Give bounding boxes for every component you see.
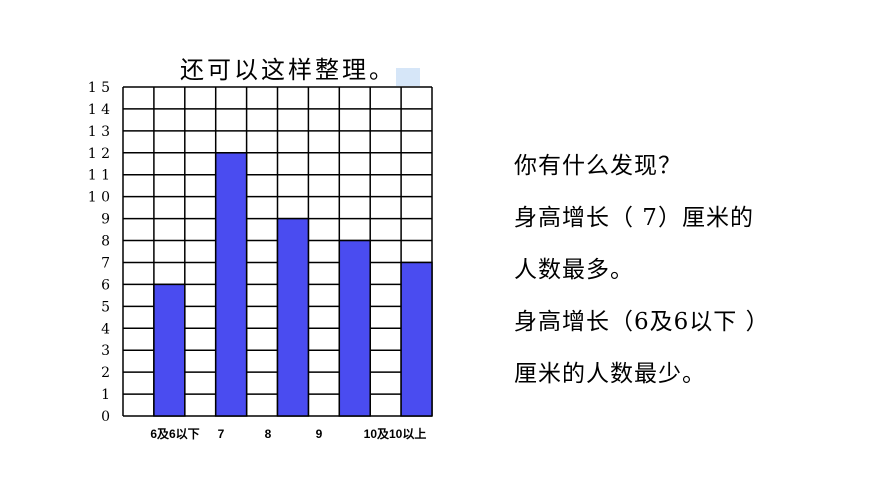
bar — [338, 239, 371, 417]
y-tick-label: 9 — [101, 212, 110, 228]
finding-least-line1: 身高增长（6及6以下 ） — [514, 309, 770, 335]
y-tick-label: 3 — [101, 343, 110, 359]
x-tick-label: 8 — [265, 427, 272, 441]
y-tick-label: 7 — [101, 255, 110, 271]
x-tick-label: 9 — [316, 427, 323, 441]
x-axis-ticks: 6及6以下 7 8 9 10及10以上 — [150, 426, 426, 441]
y-tick-label: 8 — [101, 234, 110, 250]
bar — [153, 283, 186, 417]
y-tick-label: 1 0 — [88, 190, 110, 206]
finding-most-line1: 身高增长（ 7）厘米的 — [514, 205, 754, 231]
y-tick-label: 5 — [101, 299, 110, 315]
finding-question: 你有什么发现？ — [514, 153, 682, 179]
y-tick-label: 1 1 — [88, 168, 110, 184]
x-tick-label: 6及6以下 — [150, 427, 199, 441]
finding-least-line2: 厘米的人数最少。 — [514, 361, 706, 387]
bar — [400, 261, 433, 417]
y-tick-label: 4 — [101, 321, 110, 337]
bar — [276, 217, 310, 417]
y-tick-label: 2 — [101, 365, 110, 381]
y-tick-label: 1 3 — [88, 124, 110, 140]
y-tick-label: 1 — [101, 387, 110, 403]
y-tick-label: 1 4 — [88, 102, 110, 118]
bar — [214, 152, 248, 417]
y-tick-label: 1 5 — [88, 80, 110, 96]
x-tick-label: 10及10以上 — [364, 426, 427, 441]
finding-most-line2: 人数最多。 — [514, 257, 634, 283]
chart-title: 还可以这样整理。 — [180, 56, 396, 84]
y-tick-label: 6 — [101, 277, 110, 293]
x-tick-label: 7 — [218, 427, 225, 441]
title-marker — [396, 68, 420, 86]
y-axis-ticks: 0 1 2 3 4 5 6 7 8 9 1 0 1 1 1 2 1 3 1 4 1 5 — [88, 80, 110, 425]
y-tick-label: 1 2 — [88, 146, 110, 162]
y-tick-label: 0 — [101, 409, 110, 425]
chart-bars — [153, 152, 433, 417]
findings-text: 你有什么发现？ 身高增长（ 7）厘米的 人数最多。 身高增长（6及6以下 ） 厘… — [514, 150, 854, 410]
